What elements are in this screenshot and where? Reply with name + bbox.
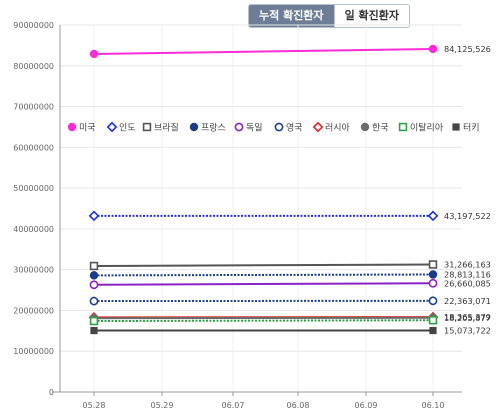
x-tick-label: 06.10	[422, 401, 445, 410]
data-label: 18,205,877	[444, 313, 491, 323]
y-tick-label: 20000000	[13, 306, 54, 315]
tab-cumulative-cases[interactable]: 누적 확진환자	[249, 5, 334, 27]
data-label: 15,073,722	[444, 326, 491, 336]
legend-label: 인도	[119, 123, 136, 134]
y-tick-label: 40000000	[13, 225, 54, 234]
legend-swatch	[67, 122, 77, 132]
y-tick-label: 60000000	[13, 143, 54, 152]
legend-swatch	[234, 122, 244, 132]
data-label: 22,363,071	[444, 296, 491, 306]
y-tick-label: 30000000	[13, 266, 54, 275]
legend-label: 브라질	[154, 122, 179, 134]
legend-swatch	[274, 122, 284, 132]
x-tick-label: 06.09	[355, 401, 378, 410]
legend-swatch	[106, 121, 118, 133]
series-point	[428, 44, 438, 54]
series-point	[89, 271, 99, 280]
legend-label: 영국	[286, 123, 303, 134]
legend-swatch	[398, 122, 408, 132]
series-point	[429, 326, 437, 335]
data-label: 43,197,522	[444, 211, 491, 221]
series-point	[428, 296, 438, 306]
series-line	[93, 282, 434, 286]
tab-group: 누적 확진환자 일 확진환자	[248, 4, 410, 28]
data-label: 31,266,163	[444, 260, 491, 270]
y-tick-label: 80000000	[13, 62, 54, 71]
legend-swatch	[452, 123, 460, 131]
series-line	[93, 273, 434, 277]
legend-label: 미국	[79, 123, 96, 134]
legend-label: 터키	[463, 123, 480, 134]
series-line	[93, 263, 434, 267]
legend-swatch	[312, 121, 324, 133]
data-label: 28,813,116	[444, 270, 491, 280]
series-point	[428, 278, 438, 288]
series-point	[90, 326, 98, 335]
legend-label: 프랑스	[201, 122, 226, 134]
series-point	[428, 270, 438, 279]
series-point	[89, 261, 99, 271]
tab-daily-cases[interactable]: 일 확진환자	[333, 5, 409, 27]
series-point	[428, 316, 438, 325]
y-tick-label: 50000000	[13, 184, 54, 193]
y-tick-label: 70000000	[13, 103, 54, 112]
series-point	[428, 260, 438, 269]
legend-label: 독일	[246, 123, 263, 134]
y-tick-label: 90000000	[13, 21, 54, 30]
series-point	[88, 210, 100, 222]
x-tick-label: 06.07	[222, 401, 245, 410]
legend-swatch	[360, 122, 370, 132]
y-tick-label: 10000000	[13, 347, 54, 356]
data-label: 84,125,526	[444, 44, 491, 54]
series-point	[89, 316, 99, 326]
x-tick-label: 06.08	[287, 401, 310, 410]
x-tick-label: 05.29	[151, 401, 174, 410]
series-point	[89, 49, 99, 59]
series-point	[427, 210, 439, 222]
legend-label: 한국	[372, 123, 389, 134]
series-point	[89, 280, 99, 290]
data-label: 26,660,085	[444, 278, 491, 288]
legend-label: 이탈리아	[410, 123, 444, 134]
y-tick-label: 0	[49, 388, 54, 397]
series-point	[89, 296, 99, 306]
x-tick-label: 05.28	[83, 401, 106, 410]
data-label: 18,365,379	[444, 312, 491, 322]
series-line	[93, 47, 434, 55]
legend-swatch	[189, 122, 199, 132]
legend-label: 러시아	[325, 123, 351, 134]
legend-swatch	[142, 122, 152, 132]
series-line	[93, 319, 434, 323]
